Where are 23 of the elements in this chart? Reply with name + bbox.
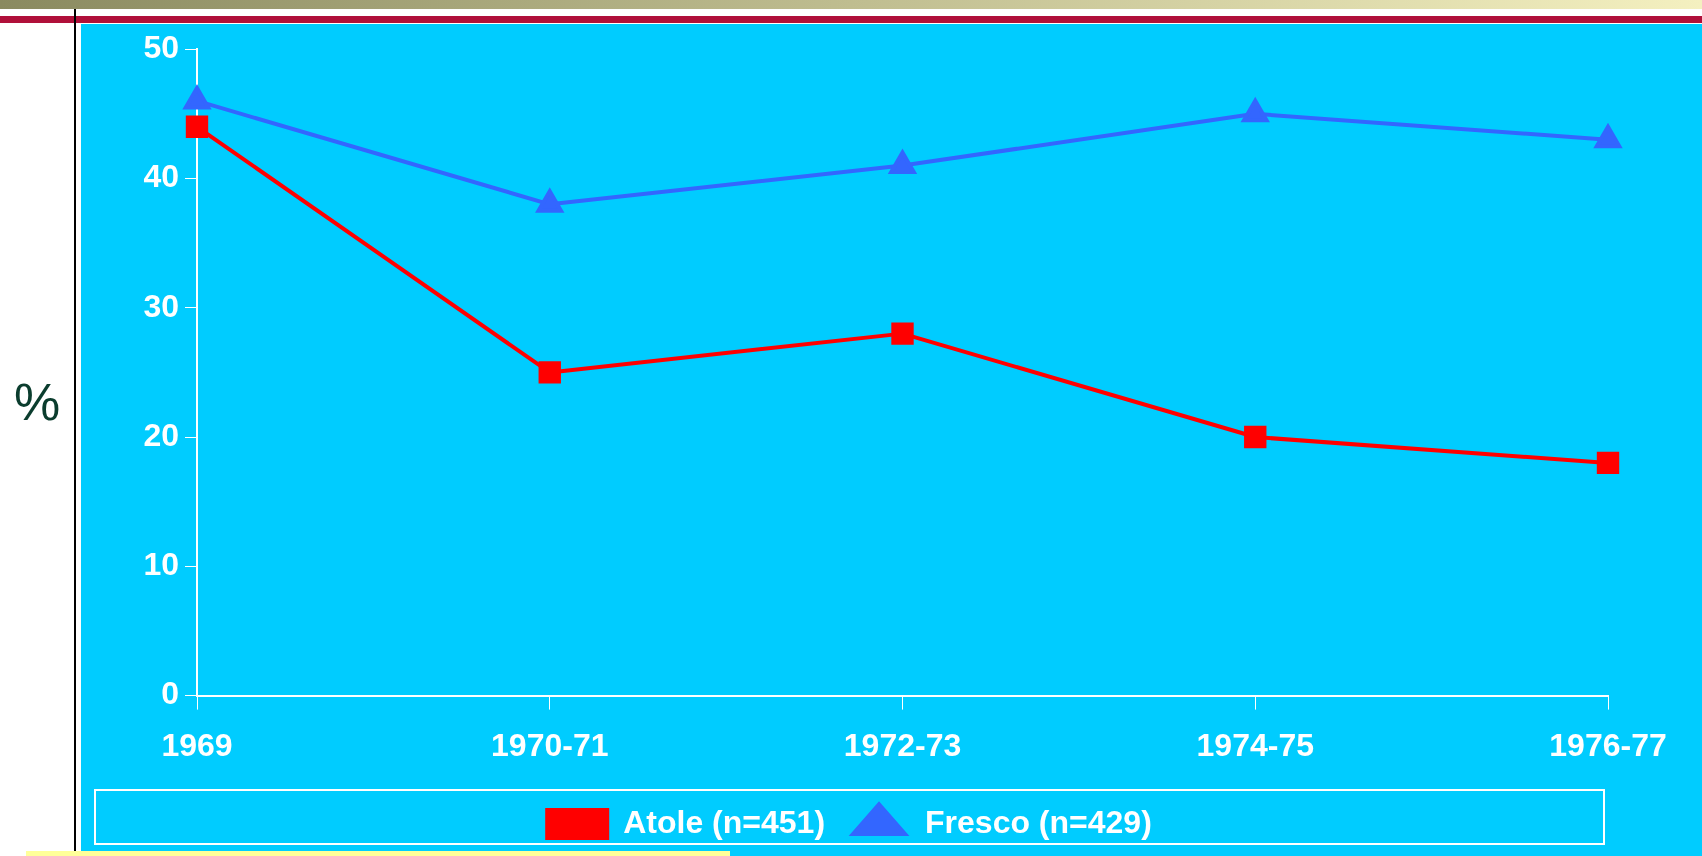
y-axis-title: % [14,372,61,432]
legend-label: Fresco (n=429) [925,803,1152,840]
point [536,189,564,213]
point [538,361,561,384]
legend-label: Atole (n=451) [623,803,826,840]
point [1244,425,1267,449]
y-tick-label: 50 [143,29,179,66]
x-tick-label: 1972-73 [843,726,962,763]
y-tick-label: 0 [161,675,179,712]
point [888,148,917,175]
point [1596,451,1620,475]
point [1594,124,1622,149]
y-tick-label: 20 [143,416,179,453]
y-tick-label: 30 [143,287,179,324]
x-tick-label: 1976-77 [1549,726,1667,763]
x-tick-label: 1969 [161,726,233,763]
x-tick-label: 1970-71 [491,726,609,763]
y-tick-label: 40 [143,158,179,195]
point [891,322,914,345]
y-tick-label: 10 [143,546,179,583]
point [183,85,211,110]
point [1241,98,1269,123]
x-tick-label: 1974-75 [1196,726,1314,763]
